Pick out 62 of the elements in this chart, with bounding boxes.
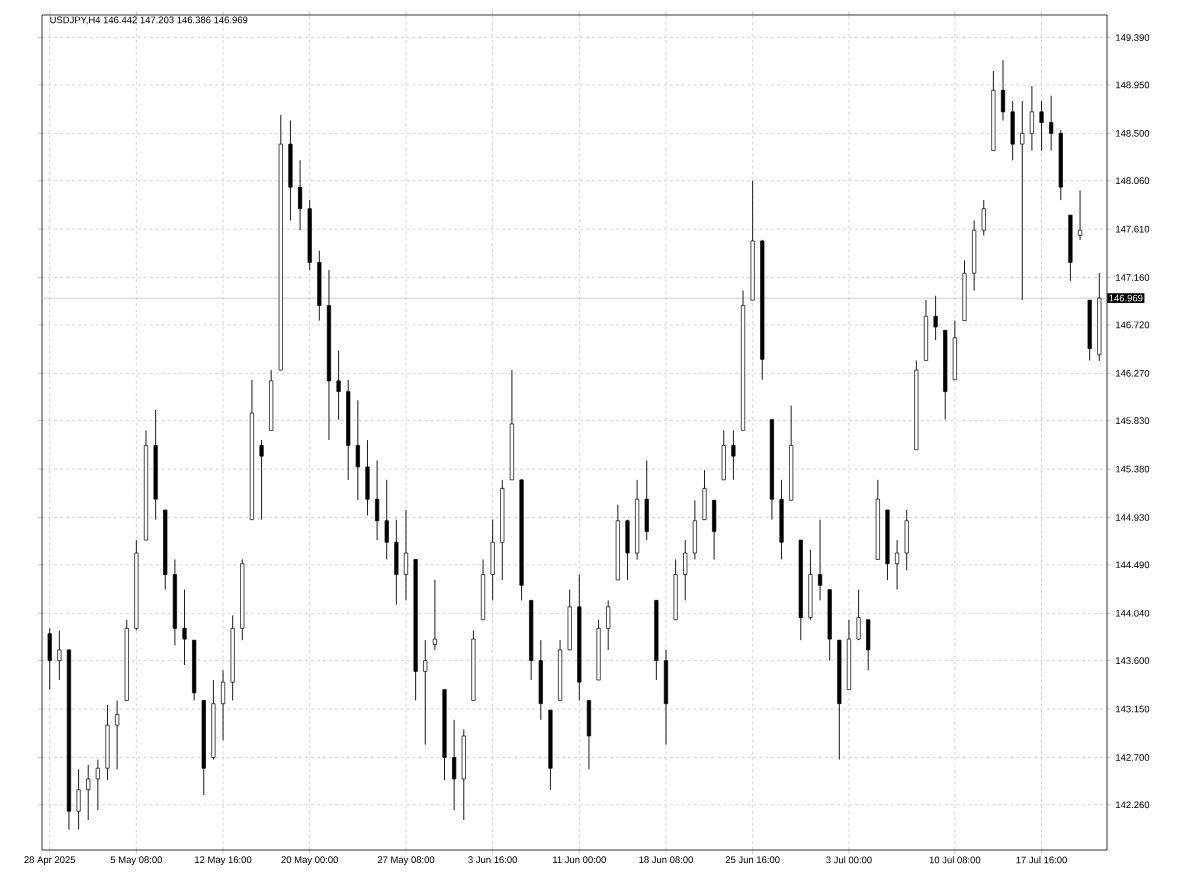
y-tick-label: 145.380 <box>1116 465 1150 473</box>
y-tick-label: 143.600 <box>1116 657 1150 664</box>
y-tick-label: 145.830 <box>1116 417 1150 425</box>
x-tick-label: 28 Apr 2025 <box>24 856 76 865</box>
candlestick <box>86 764 91 821</box>
x-tick-label: 3 Jul 00:00 <box>826 856 872 864</box>
candlestick <box>403 509 409 601</box>
candlestick <box>355 399 360 501</box>
candlestick <box>933 295 938 341</box>
candlestick <box>1029 85 1034 152</box>
x-tick-label: 27 May 08:00 <box>377 856 435 865</box>
candlestick <box>452 719 457 811</box>
candlestick <box>856 589 861 641</box>
candlestick <box>336 350 341 421</box>
y-tick-label: 148.500 <box>1116 130 1150 137</box>
candlestick <box>895 539 900 591</box>
y-tick-label: 147.610 <box>1116 225 1150 233</box>
x-tick-label: 5 May 08:00 <box>110 856 163 865</box>
candlestick <box>297 159 303 231</box>
x-tick-label: 12 May 16:00 <box>195 856 252 865</box>
candlestick <box>1020 100 1025 301</box>
candlestick <box>57 630 62 681</box>
candlestick <box>259 439 264 521</box>
candlestick <box>220 669 226 741</box>
candlestick <box>384 479 389 560</box>
candlestick <box>1039 100 1044 152</box>
candlestick <box>683 539 688 601</box>
y-tick-label: 142.700 <box>1116 754 1150 761</box>
candlestick <box>115 699 120 770</box>
x-tick-label: 25 Jun 16:00 <box>725 856 780 864</box>
x-tick-label: 20 May 00:00 <box>281 856 338 865</box>
y-tick-label: 146.270 <box>1116 369 1150 377</box>
candlestick <box>1000 59 1006 121</box>
y-tick-label: 144.930 <box>1116 514 1150 521</box>
candlestick <box>432 579 437 651</box>
candlestick <box>1077 189 1083 241</box>
y-tick-label: 144.040 <box>1116 609 1150 617</box>
x-tick-label: 17 Jul 16:00 <box>1016 856 1067 864</box>
y-tick-label: 148.060 <box>1116 177 1150 185</box>
candlestick <box>731 429 736 481</box>
x-tick-label: 18 Jun 08:00 <box>639 856 693 864</box>
x-tick-label: 10 Jul 08:00 <box>929 856 981 864</box>
candlestick <box>981 199 986 237</box>
x-tick-label: 3 Jun 16:00 <box>468 856 517 864</box>
y-tick-label: 148.950 <box>1116 81 1150 89</box>
candlestick <box>1049 95 1054 152</box>
chart-title: USDJPY,H4 146.442 147.203 146.386 146.969 <box>50 16 248 25</box>
y-tick-label: 144.490 <box>1116 561 1150 569</box>
candlestick <box>606 599 611 651</box>
candlestick <box>817 519 823 601</box>
candlestick <box>182 589 187 666</box>
y-tick-label: 142.260 <box>1116 801 1150 809</box>
candlestick <box>95 759 100 811</box>
candlestick <box>375 460 380 541</box>
y-tick-label: 143.150 <box>1116 705 1150 713</box>
candlestick <box>423 639 428 745</box>
y-tick-label: 146.720 <box>1116 321 1150 329</box>
x-tick-label: 11 Jun 00:00 <box>553 856 606 864</box>
y-tick-label: 147.160 <box>1116 274 1150 281</box>
y-tick-label: 149.390 <box>1116 34 1150 41</box>
ref-line-label: 146.969 <box>1109 294 1143 302</box>
candlestick <box>76 768 81 830</box>
